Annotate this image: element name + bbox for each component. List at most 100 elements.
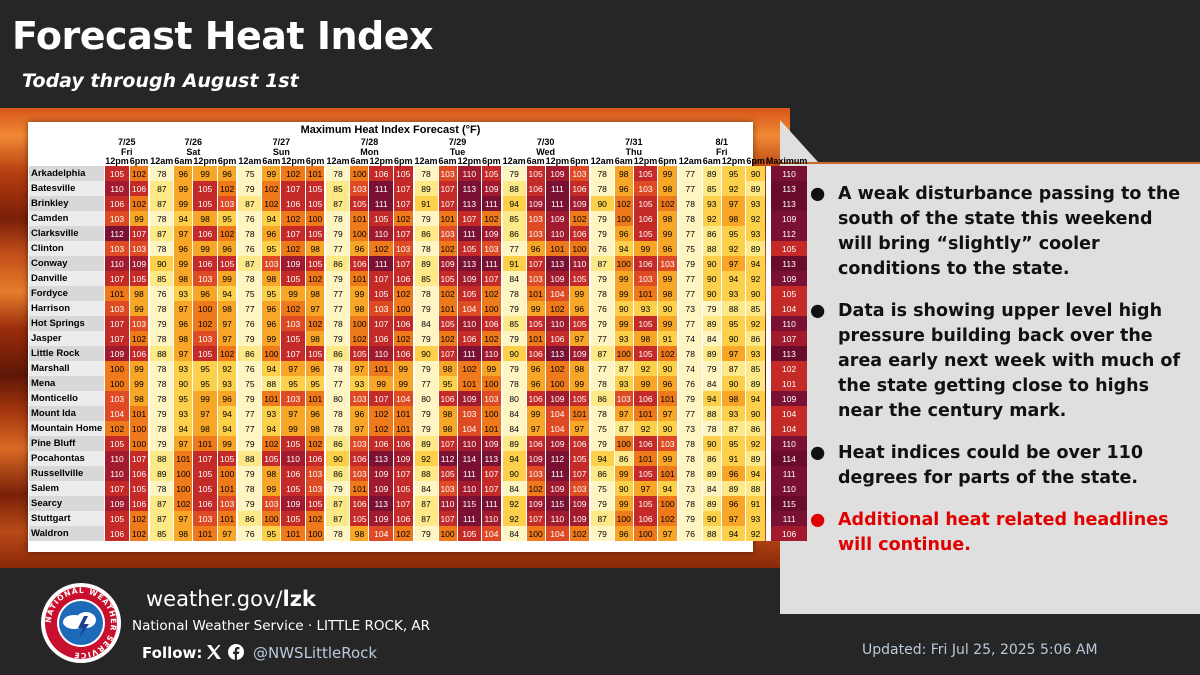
heat-index-cell: 94 (174, 211, 193, 226)
table-row: Mountain Home 102 100 78 94 98 94 77 94 99 98 78 97 1… (29, 421, 808, 436)
heat-index-cell: 105 (633, 466, 658, 481)
heat-index-cell: 86 (238, 346, 262, 361)
max-heat-index-cell: 105 (765, 286, 808, 301)
heat-index-cell: 78 (326, 316, 350, 331)
heat-index-cell: 87 (150, 511, 174, 526)
heat-index-cell: 79 (590, 226, 614, 241)
heat-index-cell: 99 (129, 376, 149, 391)
heat-index-cell: 106 (526, 436, 545, 451)
heat-index-cell: 107 (394, 181, 413, 196)
heat-index-cell: 80 (326, 391, 350, 406)
heat-index-cell: 88 (702, 406, 721, 421)
heat-index-cell: 87 (721, 361, 746, 376)
heat-index-cell: 90 (174, 376, 193, 391)
heat-index-cell: 106 (350, 451, 369, 466)
x-icon[interactable] (206, 644, 222, 660)
heat-index-cell: 90 (658, 301, 677, 316)
heat-index-cell: 98 (305, 331, 325, 346)
city-name: Waldron (29, 526, 105, 541)
heat-index-cell: 89 (746, 376, 765, 391)
heat-index-cell: 93 (746, 346, 765, 361)
heat-index-cell: 76 (590, 241, 614, 256)
heat-index-cell: 87 (326, 496, 350, 511)
heat-index-cell: 90 (702, 286, 721, 301)
heat-index-table-card: Maximum Heat Index Forecast (°F) 7/25 7/2… (28, 122, 808, 552)
heat-index-cell: 96 (526, 376, 545, 391)
heat-index-cell: 75 (238, 166, 262, 181)
heat-index-cell: 100 (193, 301, 217, 316)
heat-index-cell: 99 (262, 481, 281, 496)
heat-index-cell: 78 (238, 271, 262, 286)
heat-index-table: 7/25 7/26 7/27 7/28 7/29 7/30 7/31 8/1 Fri Sat Sun… (28, 136, 808, 541)
heat-index-cell: 90 (414, 346, 438, 361)
heat-index-cell: 111 (457, 226, 482, 241)
heat-index-cell: 78 (238, 481, 262, 496)
heat-index-cell: 102 (281, 166, 305, 181)
heat-index-cell: 102 (193, 316, 217, 331)
website-link[interactable]: weather.gov/lzk (146, 587, 316, 611)
heat-index-cell: 93 (614, 331, 633, 346)
heat-index-cell: 89 (746, 451, 765, 466)
heat-index-cell: 106 (394, 271, 413, 286)
heat-index-cell: 106 (633, 256, 658, 271)
table-row: Monticello 103 98 78 95 99 96 79 101 103 101 80 103 1… (29, 391, 808, 406)
heat-index-cell: 99 (614, 271, 633, 286)
city-name: Conway (29, 256, 105, 271)
heat-index-cell: 86 (590, 466, 614, 481)
bullet-list: ● A weak disturbance passing to the south… (780, 164, 1200, 558)
facebook-icon[interactable] (228, 644, 244, 660)
heat-index-cell: 106 (570, 436, 589, 451)
heat-index-cell: 106 (394, 511, 413, 526)
table-row: Hot Springs 107 103 79 96 102 97 76 96 103 102 78 10… (29, 316, 808, 331)
city-name: Mountain Home (29, 421, 105, 436)
heat-index-cell: 97 (721, 196, 746, 211)
heat-index-cell: 103 (526, 271, 545, 286)
time-header: 6am (174, 156, 193, 166)
heat-index-cell: 86 (590, 391, 614, 406)
heat-index-cell: 111 (457, 511, 482, 526)
city-name: Monticello (29, 391, 105, 406)
heat-index-cell: 93 (174, 406, 193, 421)
heat-index-cell: 79 (414, 331, 438, 346)
time-header: 12pm (105, 156, 129, 166)
heat-index-cell: 105 (129, 481, 149, 496)
heat-index-cell: 96 (174, 316, 193, 331)
heat-index-cell: 105 (281, 511, 305, 526)
heat-index-cell: 90 (721, 331, 746, 346)
heat-index-cell: 102 (129, 331, 149, 346)
city-name: Mena (29, 376, 105, 391)
heat-index-cell: 103 (281, 391, 305, 406)
heat-index-cell: 76 (590, 301, 614, 316)
heat-index-cell: 101 (262, 391, 281, 406)
heat-index-cell: 105 (633, 316, 658, 331)
panel-notch (780, 120, 818, 162)
heat-index-cell: 78 (150, 211, 174, 226)
page-title: Forecast Heat Index (12, 14, 434, 58)
heat-index-cell: 102 (369, 421, 393, 436)
heat-index-cell: 103 (570, 481, 589, 496)
max-header: Maximum (765, 156, 808, 166)
heat-index-cell: 101 (658, 391, 677, 406)
heat-index-cell: 99 (394, 361, 413, 376)
table-row: Stuttgart 105 102 87 97 103 101 86 100 105 102 87 10… (29, 511, 808, 526)
heat-index-cell: 97 (217, 331, 237, 346)
url-prefix: weather.gov/ (146, 587, 283, 611)
heat-index-cell: 105 (350, 196, 369, 211)
heat-index-cell: 106 (281, 466, 305, 481)
heat-index-cell: 109 (545, 166, 570, 181)
heat-index-cell: 102 (217, 346, 237, 361)
heat-index-cell: 101 (350, 211, 369, 226)
heat-index-cell: 94 (217, 406, 237, 421)
heat-index-cell: 96 (721, 466, 746, 481)
heat-index-cell: 84 (502, 526, 526, 541)
heat-index-cell: 105 (526, 316, 545, 331)
heat-index-cell: 96 (174, 241, 193, 256)
heat-index-cell: 76 (238, 361, 262, 376)
table-row: Brinkley 106 102 87 99 105 103 87 102 106 105 87 105… (29, 196, 808, 211)
heat-index-cell: 85 (746, 361, 765, 376)
day-header: Wed (536, 147, 556, 157)
social-handle[interactable]: @NWSLittleRock (253, 644, 378, 662)
heat-index-cell: 104 (545, 421, 570, 436)
heat-index-cell: 96 (526, 241, 545, 256)
heat-index-cell: 78 (150, 481, 174, 496)
